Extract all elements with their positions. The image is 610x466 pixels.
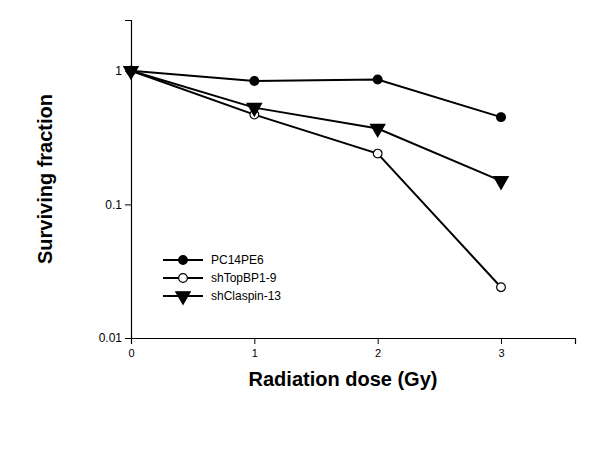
x-tick: 1 xyxy=(252,338,258,359)
x-tick-label: 3 xyxy=(498,347,504,359)
chart: 0 1 2 3 0.01 0.1 1 PC14PE6 shTopBP1-9 shClaspin-1… xyxy=(0,0,610,466)
legend-label: shClaspin-13 xyxy=(211,289,281,303)
marker xyxy=(373,75,382,84)
x-tick: 3 xyxy=(498,338,504,359)
y-axis-title: Surviving fraction xyxy=(34,94,56,264)
x-tick-label: 0 xyxy=(128,347,134,359)
marker xyxy=(370,124,384,136)
legend-marker xyxy=(176,292,190,304)
x-tick-mark xyxy=(501,338,502,344)
data-area xyxy=(124,66,508,291)
x-axis: 0 1 2 3 xyxy=(128,338,575,359)
series-line xyxy=(131,71,501,181)
y-tick: 0.1 xyxy=(105,198,131,212)
legend-label: PC14PE6 xyxy=(211,253,264,267)
legend-item: shClaspin-13 xyxy=(163,289,281,304)
x-tick-mark xyxy=(254,338,255,344)
marker xyxy=(497,113,506,122)
marker xyxy=(247,103,261,115)
legend-marker xyxy=(179,256,188,265)
marker xyxy=(373,149,382,158)
y-tick-label: 0.01 xyxy=(99,331,123,345)
legend-marker xyxy=(179,274,188,283)
x-tick-label: 1 xyxy=(252,347,258,359)
y-tick-mark xyxy=(125,204,131,205)
x-tick-mark xyxy=(378,338,379,344)
legend-item: shTopBP1-9 xyxy=(163,271,277,285)
y-tick-label: 0.1 xyxy=(105,198,122,212)
y-tick-label: 1 xyxy=(115,64,122,78)
x-axis-title: Radiation dose (Gy) xyxy=(249,368,438,390)
marker xyxy=(124,67,138,79)
marker xyxy=(497,283,506,292)
legend-item: PC14PE6 xyxy=(163,253,264,267)
x-tick: 2 xyxy=(375,338,381,359)
legend: PC14PE6 shTopBP1-9 shClaspin-13 xyxy=(163,253,281,304)
y-tick: 0.01 xyxy=(99,331,131,345)
marker xyxy=(494,177,508,189)
series-line xyxy=(131,71,501,287)
x-tick: 0 xyxy=(128,338,134,359)
series-line xyxy=(131,71,501,117)
y-tick-mark xyxy=(125,338,131,339)
legend-label: shTopBP1-9 xyxy=(211,271,277,285)
x-axis-line xyxy=(132,339,576,345)
marker xyxy=(250,77,259,86)
x-tick-label: 2 xyxy=(375,347,381,359)
plot: 0 1 2 3 0.01 0.1 1 PC14PE6 shTopBP1-9 shClaspin-1… xyxy=(99,21,576,359)
